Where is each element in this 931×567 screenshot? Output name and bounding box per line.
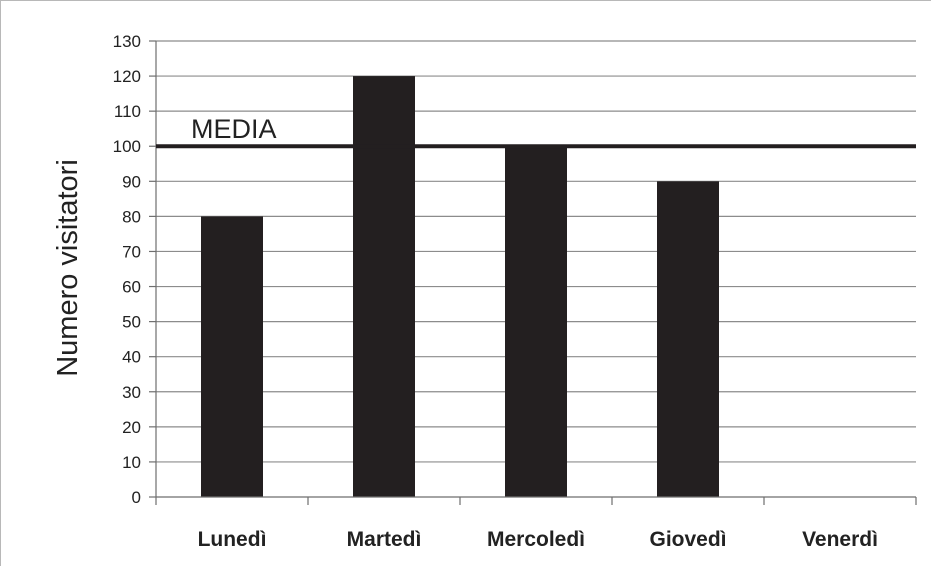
- y-tick-label: 30: [122, 383, 141, 402]
- y-tick-label: 60: [122, 278, 141, 297]
- y-tick-labels: 0 10 20 30 40 50 60 70 80 90 100 110 120 130: [113, 32, 141, 507]
- y-tick-label: 100: [113, 137, 141, 156]
- y-tick-label: 10: [122, 453, 141, 472]
- y-tick-label: 0: [132, 488, 141, 507]
- axes: [149, 40, 917, 505]
- y-axis-title: Numero visitatori: [52, 159, 84, 377]
- y-tick-label: 50: [122, 313, 141, 332]
- y-tick-label: 70: [122, 242, 141, 261]
- y-tick-label: 90: [122, 172, 141, 191]
- media-label: MEDIA: [191, 114, 277, 144]
- reference-line-group: MEDIA: [156, 114, 916, 149]
- x-category-label: Martedì: [347, 528, 422, 551]
- y-tick-label: 20: [122, 418, 141, 437]
- x-category-label: Giovedì: [649, 528, 726, 551]
- x-category-label: Lunedì: [198, 528, 267, 551]
- y-tick-label: 110: [114, 102, 141, 121]
- y-tick-label: 130: [113, 32, 141, 51]
- y-tick-label: 80: [122, 207, 141, 226]
- x-category-label: Venerdì: [802, 528, 878, 551]
- y-tick-label: 40: [122, 348, 141, 367]
- y-tick-label: 120: [113, 67, 141, 86]
- x-category-label: Mercoledì: [487, 528, 585, 551]
- bar-3: [657, 181, 719, 498]
- x-category-labels: Lunedì Martedì Mercoledì Giovedì Venerdì: [198, 528, 878, 551]
- bar-2: [505, 146, 567, 497]
- bar-1: [353, 76, 415, 498]
- bar-0: [201, 216, 263, 497]
